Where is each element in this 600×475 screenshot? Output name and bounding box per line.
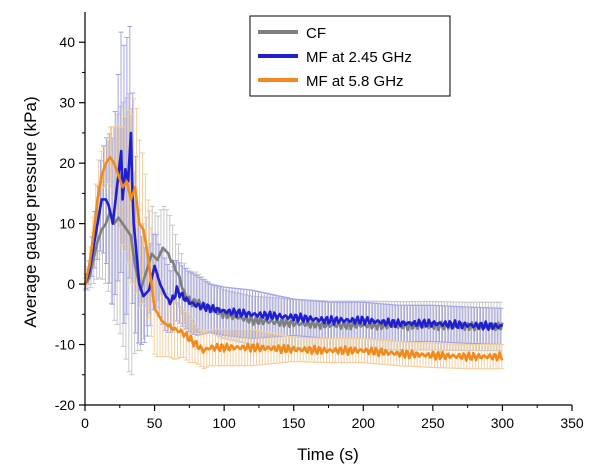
y-tick-label: -10 (55, 337, 75, 353)
y-ticks: -20 -10 0 10 20 30 40 (55, 34, 85, 413)
legend-label-mf-245: MF at 2.45 GHz (306, 49, 412, 66)
x-tick-label: 50 (147, 415, 163, 431)
y-tick-label: 10 (59, 216, 75, 232)
series-line-cf (83, 210, 504, 332)
axes: 0 50 100 150 200 250 300 350 -20 -10 0 10 20 30 40 (55, 12, 584, 431)
legend-label-cf: CF (306, 25, 326, 42)
x-tick-label: 150 (282, 415, 306, 431)
y-axis-title: Average gauge pressure (kPa) (21, 96, 40, 327)
y-tick-label: 0 (67, 276, 75, 292)
x-tick-label: 350 (560, 415, 584, 431)
x-tick-label: 100 (212, 415, 236, 431)
y-tick-label: 20 (59, 155, 75, 171)
legend-label-mf-58: MF at 5.8 GHz (306, 73, 404, 90)
series-lines-layer (83, 131, 504, 362)
x-tick-label: 250 (421, 415, 445, 431)
x-tick-label: 200 (352, 415, 376, 431)
series-line-mf-58 (83, 155, 504, 362)
series-line-mf-245 (83, 131, 503, 331)
y-tick-label: 30 (59, 95, 75, 111)
x-axis-title: Time (s) (297, 445, 359, 464)
legend: CF MF at 2.45 GHz MF at 5.8 GHz (249, 15, 451, 97)
x-tick-label: 0 (81, 415, 89, 431)
y-tick-label: -20 (55, 397, 75, 413)
x-tick-label: 300 (491, 415, 515, 431)
y-tick-label: 40 (59, 34, 75, 50)
x-ticks: 0 50 100 150 200 250 300 350 (81, 405, 584, 431)
